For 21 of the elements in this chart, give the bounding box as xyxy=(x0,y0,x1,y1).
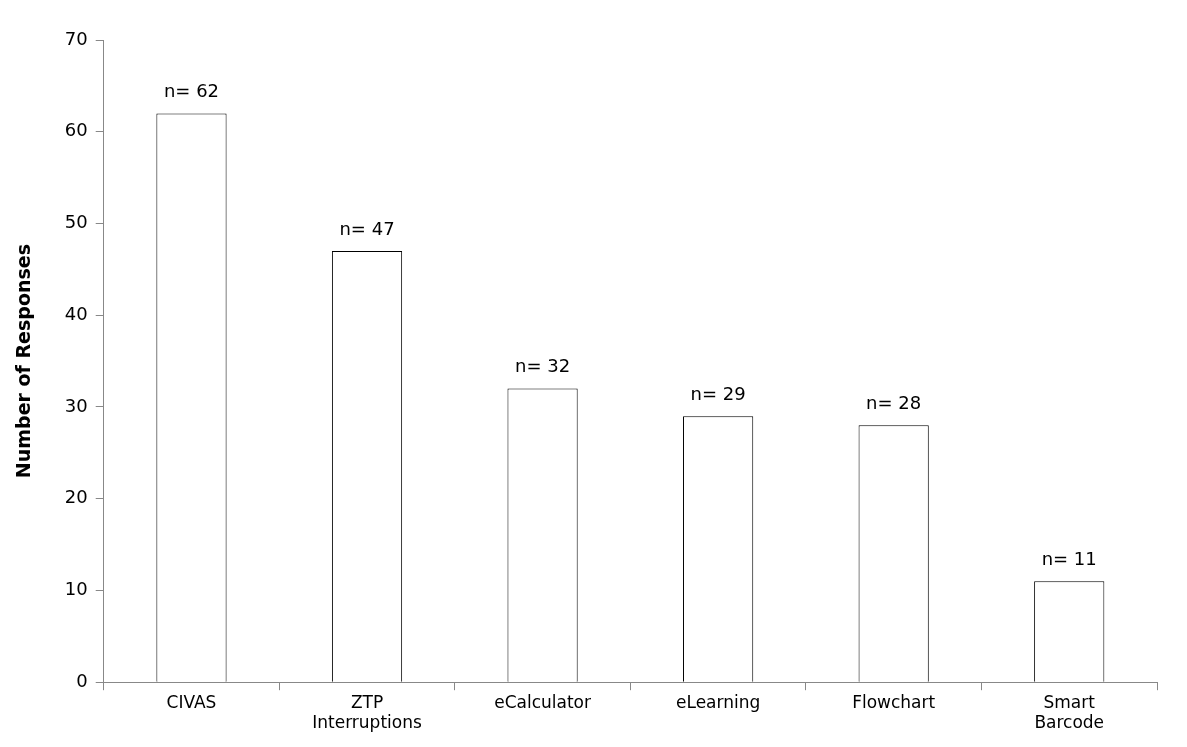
data-label: n= 29 xyxy=(690,382,746,404)
y-tick-label: 0 xyxy=(76,669,88,691)
data-label: n= 32 xyxy=(515,355,571,377)
y-tick-label: 50 xyxy=(64,211,88,233)
x-tick-label: Smart Barcode xyxy=(1034,691,1105,733)
y-tick-label: 60 xyxy=(64,119,88,141)
data-label: n= 28 xyxy=(866,391,922,413)
x-tick-label: ZTP Interruptions xyxy=(312,691,422,733)
y-tick-label: 40 xyxy=(64,302,88,324)
x-tick-label: eLearning xyxy=(675,691,761,712)
data-label: n= 47 xyxy=(339,217,395,239)
data-label: n= 11 xyxy=(1041,547,1097,569)
y-tick-label: 20 xyxy=(64,486,88,508)
y-tick-label: 30 xyxy=(64,394,88,416)
y-tick-label: 70 xyxy=(64,27,88,49)
x-tick-label: Flowchart xyxy=(852,691,936,712)
data-label: n= 62 xyxy=(163,80,220,102)
y-tick-label: 10 xyxy=(64,578,88,600)
y-axis-title: Number of Responses xyxy=(12,244,35,479)
x-tick-label: eCalculator xyxy=(494,691,591,712)
x-tick-label: CIVAS xyxy=(166,691,217,712)
